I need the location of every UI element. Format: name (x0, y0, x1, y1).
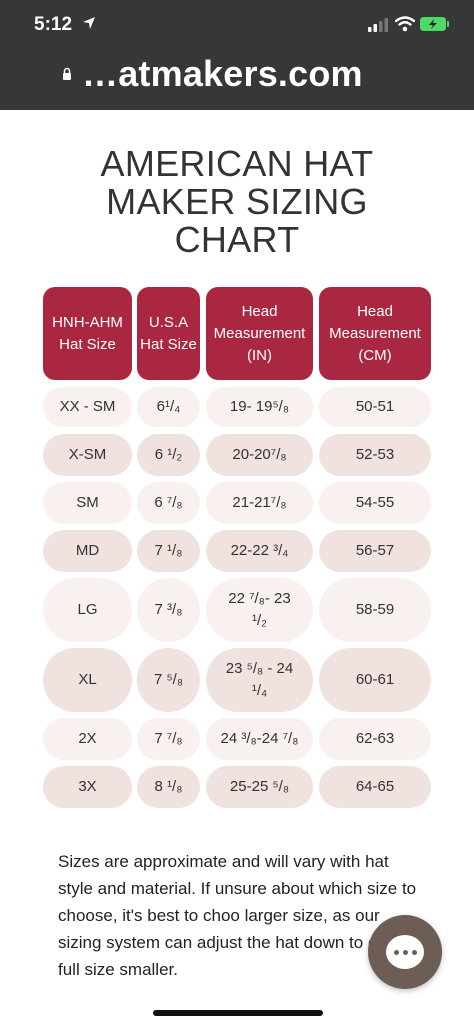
row-hnh-size: XL (43, 648, 132, 712)
battery-charging-icon (420, 17, 450, 36)
row-head-cm: 64-65 (319, 766, 431, 808)
row-usa-size: 7 ¹/₈ (137, 530, 200, 572)
row-hnh-size: SM (43, 482, 132, 524)
row-usa-size: 6 ⁷/₈ (137, 482, 200, 524)
row-head-cm: 58-59 (319, 578, 431, 642)
row-head-in: 24 ³/₈-24 ⁷/₈ (206, 718, 313, 760)
url-text: …atmakers.com (82, 53, 363, 94)
header-usa-size: U.S.A Hat Size (137, 287, 200, 380)
row-head-cm: 52-53 (319, 434, 431, 476)
header-hnh-size: HNH-AHM Hat Size (43, 287, 132, 380)
chat-button[interactable] (368, 915, 442, 989)
row-head-cm: 56-57 (319, 530, 431, 572)
lock-icon (62, 67, 72, 81)
signal-icon (368, 18, 388, 37)
home-indicator[interactable] (153, 1010, 323, 1016)
row-hnh-size: 3X (43, 766, 132, 808)
row-head-cm: 60-61 (319, 648, 431, 712)
row-head-in: 25-25 ⁵/₈ (206, 766, 313, 808)
row-usa-size: 7 ⁷/₈ (137, 718, 200, 760)
row-hnh-size: MD (43, 530, 132, 572)
location-arrow-icon (82, 16, 96, 35)
header-head-cm: Head Measurement (CM) (319, 287, 431, 380)
browser-top-bar: 5:12 …atmakers.com (0, 0, 474, 110)
row-hnh-size: XX - SM (43, 387, 132, 427)
wifi-icon (394, 16, 416, 37)
row-hnh-size: LG (43, 578, 132, 642)
row-head-in: 23 ⁵/₈ - 24 ¹/₄ (206, 648, 313, 712)
chat-icon (386, 935, 424, 969)
sizing-note: Sizes are approximate and will vary with… (58, 852, 417, 979)
header-head-in: Head Measurement (IN) (206, 287, 313, 380)
row-head-cm: 62-63 (319, 718, 431, 760)
row-head-cm: 54-55 (319, 482, 431, 524)
status-time: 5:12 (34, 14, 73, 35)
row-head-cm: 50-51 (319, 387, 431, 427)
row-hnh-size: 2X (43, 718, 132, 760)
row-hnh-size: X-SM (43, 434, 132, 476)
row-usa-size: 8 ¹/₈ (137, 766, 200, 808)
row-head-in: 20-20⁷/₈ (206, 434, 313, 476)
row-usa-size: 7 ⁵/₈ (137, 648, 200, 712)
row-usa-size: 6¹/₄ (137, 387, 200, 427)
row-usa-size: 7 ³/₈ (137, 578, 200, 642)
row-head-in: 21-21⁷/₈ (206, 482, 313, 524)
page-title: AMERICAN HAT MAKER SIZING CHART (100, 143, 374, 260)
row-head-in: 22-22 ³/₄ (206, 530, 313, 572)
row-head-in: 22 ⁷/₈- 23 ¹/₂ (206, 578, 313, 642)
row-head-in: 19- 19⁵/₈ (206, 387, 313, 427)
url-bar[interactable]: …atmakers.com (62, 53, 363, 94)
row-usa-size: 6 ¹/₂ (137, 434, 200, 476)
